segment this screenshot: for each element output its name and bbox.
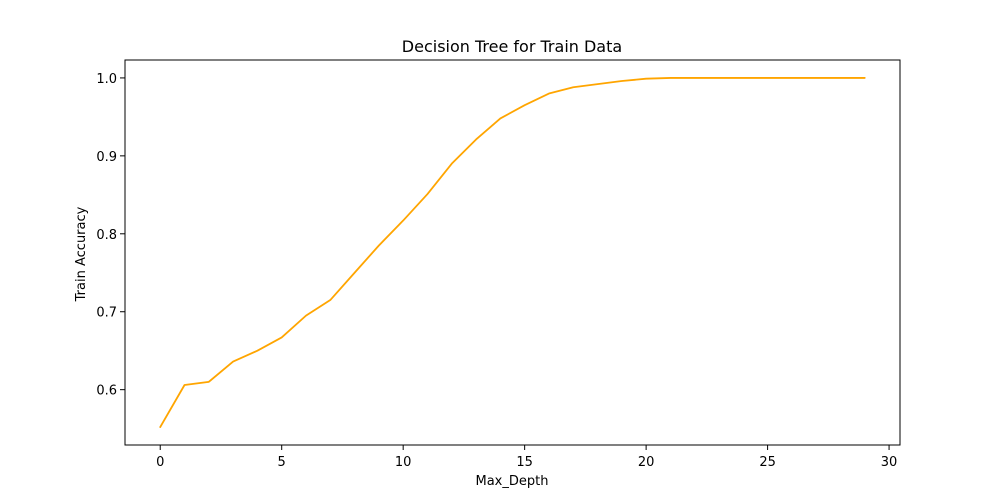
x-tick-label: 20 [638,455,655,470]
x-axis-label: Max_Depth [476,474,549,489]
y-tick-label: 1.0 [96,72,117,87]
x-tick-label: 5 [278,455,286,470]
y-tick-label: 0.9 [96,150,117,165]
plot-frame [124,59,901,446]
x-tick-label: 30 [881,455,898,470]
y-tick-label: 0.6 [96,384,117,399]
y-tick-label: 0.7 [96,306,117,321]
y-axis-label: Train Accuracy [74,206,89,302]
x-tick-label: 25 [759,455,776,470]
x-tick-label: 0 [156,455,164,470]
series-line-0 [159,77,866,428]
y-tick-label: 0.8 [96,228,117,243]
x-tick-label: 15 [516,455,533,470]
x-tick-label: 10 [395,455,412,470]
chart-title: Decision Tree for Train Data [402,37,622,56]
plot-area: 0 5 10 15 20 25 30 0.6 0.7 0.8 0.9 1.0 [96,59,901,470]
